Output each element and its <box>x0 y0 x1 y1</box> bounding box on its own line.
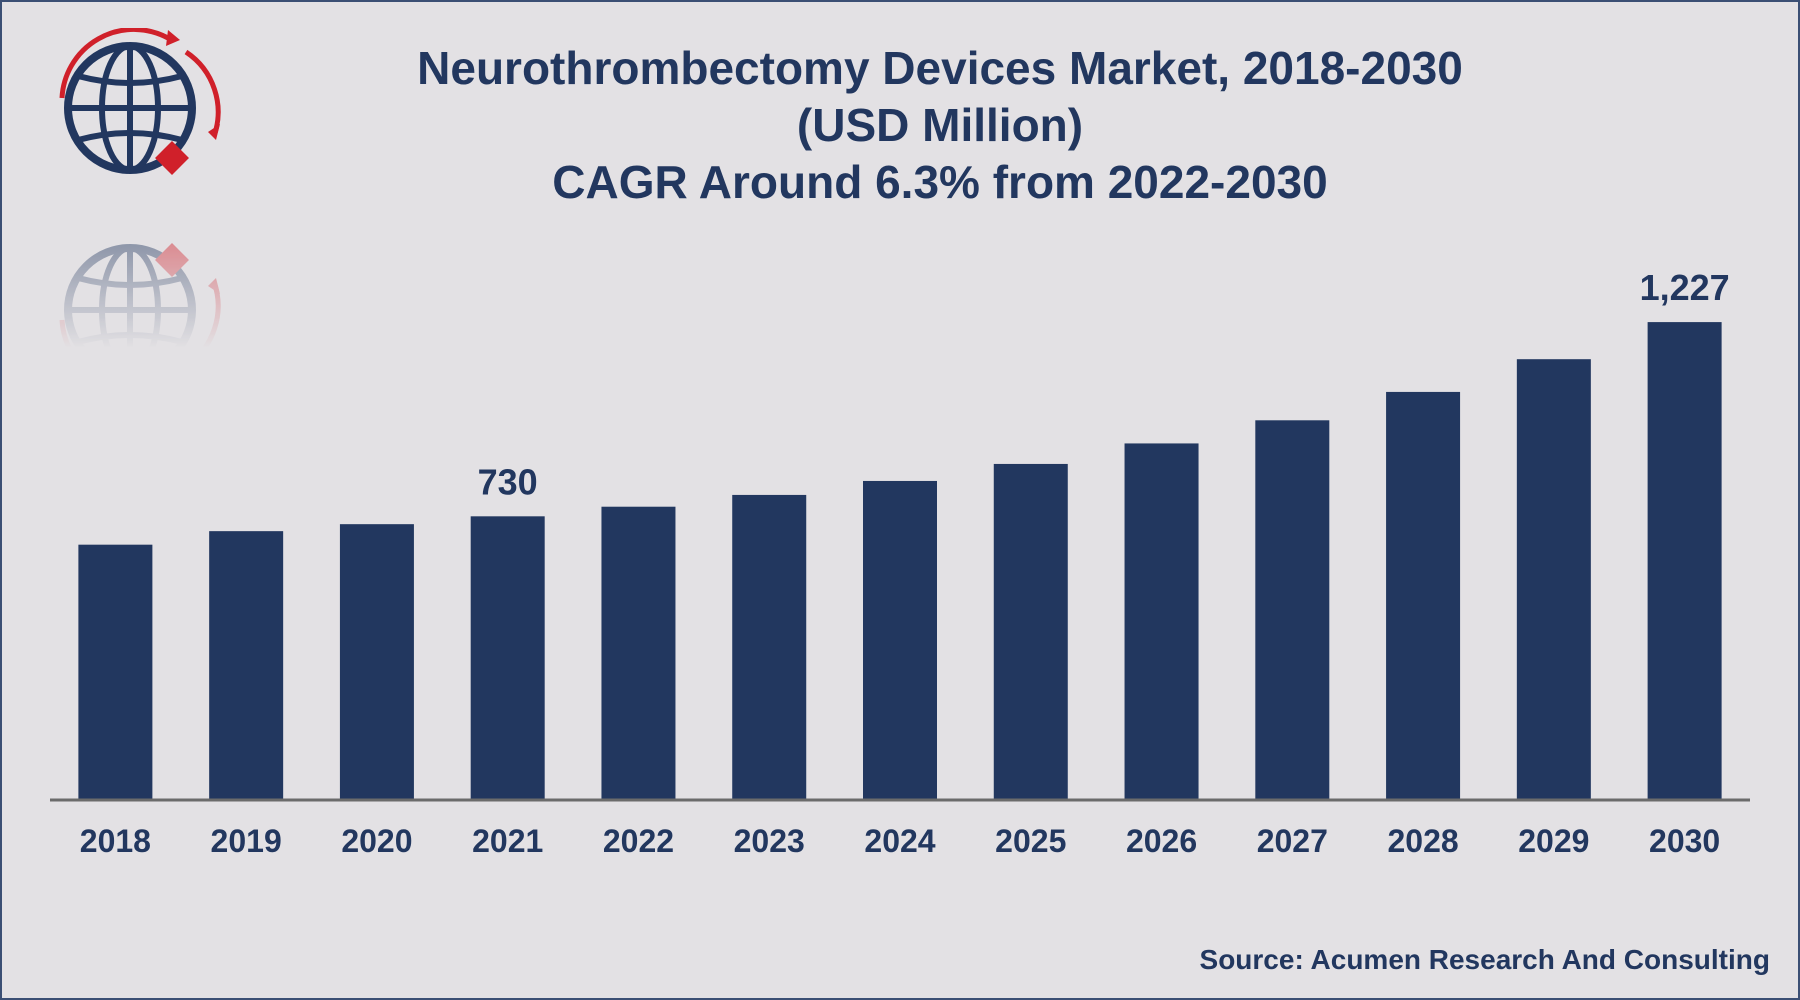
x-tick-label-2019: 2019 <box>211 823 282 859</box>
bar-2024 <box>863 480 937 800</box>
bar-2028 <box>1386 391 1461 800</box>
chart-title: Neurothrombectomy Devices Market, 2018-2… <box>417 42 1463 94</box>
globe-logo-icon <box>48 28 228 348</box>
source-note: Source: Acumen Research And Consulting <box>1199 944 1770 975</box>
bar-2030 <box>1647 322 1722 800</box>
data-label-2021: 730 <box>478 461 538 502</box>
data-label-2030: 1,227 <box>1640 267 1730 308</box>
chart-cagr: CAGR Around 6.3% from 2022-2030 <box>552 156 1328 208</box>
bar-2026 <box>1124 443 1199 800</box>
bar-2023 <box>732 494 807 800</box>
chart-subtitle: (USD Million) <box>796 99 1084 151</box>
x-tick-label-2021: 2021 <box>472 823 543 859</box>
bar-2027 <box>1255 420 1330 800</box>
bar-2022 <box>601 506 676 800</box>
bar-2019 <box>209 531 284 800</box>
x-tick-label-2030: 2030 <box>1649 823 1720 859</box>
x-tick-label-2023: 2023 <box>734 823 805 859</box>
x-tick-label-2018: 2018 <box>80 823 151 859</box>
x-tick-label-2024: 2024 <box>864 823 935 859</box>
x-tick-label-2020: 2020 <box>341 823 412 859</box>
x-tick-label-2028: 2028 <box>1387 823 1458 859</box>
bar-2020 <box>339 524 414 800</box>
x-tick-label-2029: 2029 <box>1518 823 1589 859</box>
bar-2025 <box>993 463 1068 800</box>
x-tick-label-2022: 2022 <box>603 823 674 859</box>
bar-2018 <box>78 544 153 800</box>
bar-2021 <box>470 516 545 800</box>
bar-2029 <box>1516 359 1591 800</box>
x-tick-label-2027: 2027 <box>1257 823 1328 859</box>
chart-title-block: Neurothrombectomy Devices Market, 2018-2… <box>260 40 1620 211</box>
x-tick-label-2025: 2025 <box>995 823 1066 859</box>
x-tick-label-2026: 2026 <box>1126 823 1197 859</box>
